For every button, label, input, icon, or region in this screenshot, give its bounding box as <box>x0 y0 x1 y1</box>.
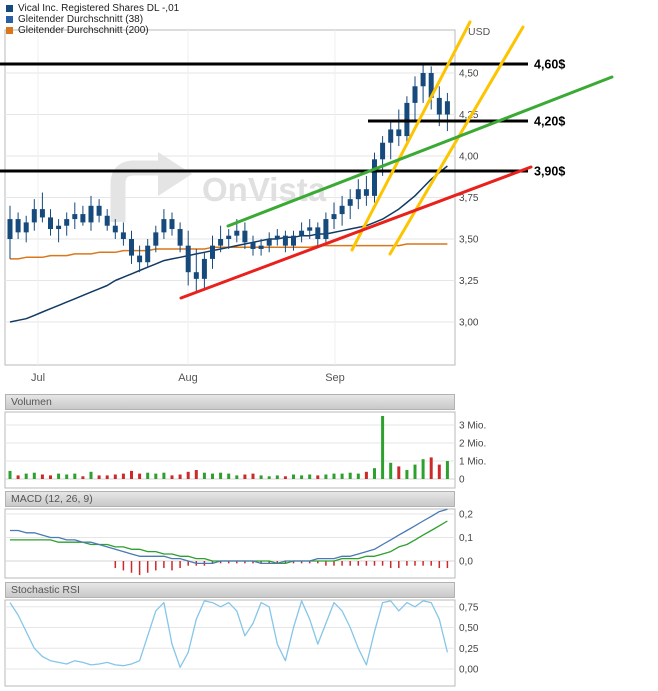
series-color-swatch <box>6 27 13 34</box>
candles <box>7 64 450 293</box>
legend-row-ma200: Gleitender Durchschnitt (200) <box>6 25 179 36</box>
onvista-watermark: OnVista <box>110 152 327 222</box>
macd-panel-title: MACD (12, 26, 9) <box>11 493 93 505</box>
currency-label: USD <box>468 26 491 38</box>
legend-row-ma38: Gleitender Durchschnitt (38) <box>6 14 179 25</box>
svg-text:4,20$: 4,20$ <box>534 115 565 129</box>
svg-text:0,00: 0,00 <box>459 665 479 676</box>
svg-text:3,50: 3,50 <box>459 235 479 246</box>
stochastic-panel-header: Stochastic RSI <box>5 582 455 598</box>
volume-panel-title: Volumen <box>11 396 52 408</box>
svg-text:0: 0 <box>459 475 465 486</box>
svg-text:4,60$: 4,60$ <box>534 58 565 72</box>
svg-text:3,75: 3,75 <box>459 193 479 204</box>
volume-panel: 3 Mio. 2 Mio. 1 Mio. 0 <box>4 411 486 489</box>
svg-text:2 Mio.: 2 Mio. <box>459 439 486 450</box>
svg-text:0,50: 0,50 <box>459 623 479 634</box>
svg-text:3,25: 3,25 <box>459 276 479 287</box>
svg-text:4,25: 4,25 <box>459 110 479 121</box>
volume-panel-header: Volumen <box>5 394 455 410</box>
yellow-channel-upper <box>388 25 525 256</box>
stochastic-panel-title: Stochastic RSI <box>11 584 80 596</box>
svg-text:1 Mio.: 1 Mio. <box>459 457 486 468</box>
legend-ma200-label: Gleitender Durchschnitt (200) <box>18 25 149 36</box>
svg-text:0,2: 0,2 <box>459 510 473 521</box>
chart-legend: Vical Inc. Registered Shares DL -,01 Gle… <box>6 3 179 36</box>
svg-text:0,1: 0,1 <box>459 533 473 544</box>
macd-panel: 0,2 0,1 0,0 <box>4 508 473 579</box>
svg-text:4,50: 4,50 <box>459 69 479 80</box>
yellow-channel-lower <box>350 20 472 252</box>
svg-text:3 Mio.: 3 Mio. <box>459 421 486 432</box>
svg-text:4,00: 4,00 <box>459 152 479 163</box>
svg-text:OnVista: OnVista <box>202 171 327 208</box>
svg-text:3,00: 3,00 <box>459 318 479 329</box>
series-color-swatch <box>6 5 13 12</box>
svg-text:0,0: 0,0 <box>459 557 473 568</box>
series-color-swatch <box>6 16 13 23</box>
legend-row-instrument: Vical Inc. Registered Shares DL -,01 <box>6 3 179 14</box>
legend-ma38-label: Gleitender Durchschnitt (38) <box>18 14 144 25</box>
svg-text:Jul: Jul <box>31 372 45 384</box>
svg-text:Sep: Sep <box>325 372 345 384</box>
red-trend <box>179 165 533 300</box>
svg-text:3,90$: 3,90$ <box>534 165 565 179</box>
svg-text:0,75: 0,75 <box>459 602 479 613</box>
legend-instrument-label: Vical Inc. Registered Shares DL -,01 <box>18 3 180 14</box>
svg-text:Aug: Aug <box>178 372 198 384</box>
green-trend <box>226 75 614 228</box>
trend-lines <box>179 20 614 300</box>
target-price-labels: 4,60$ 4,20$ 3,90$ <box>534 58 565 179</box>
stochastic-panel: 0,75 0,50 0,25 0,00 <box>4 599 479 687</box>
svg-text:0,25: 0,25 <box>459 644 479 655</box>
macd-panel-header: MACD (12, 26, 9) <box>5 491 455 507</box>
